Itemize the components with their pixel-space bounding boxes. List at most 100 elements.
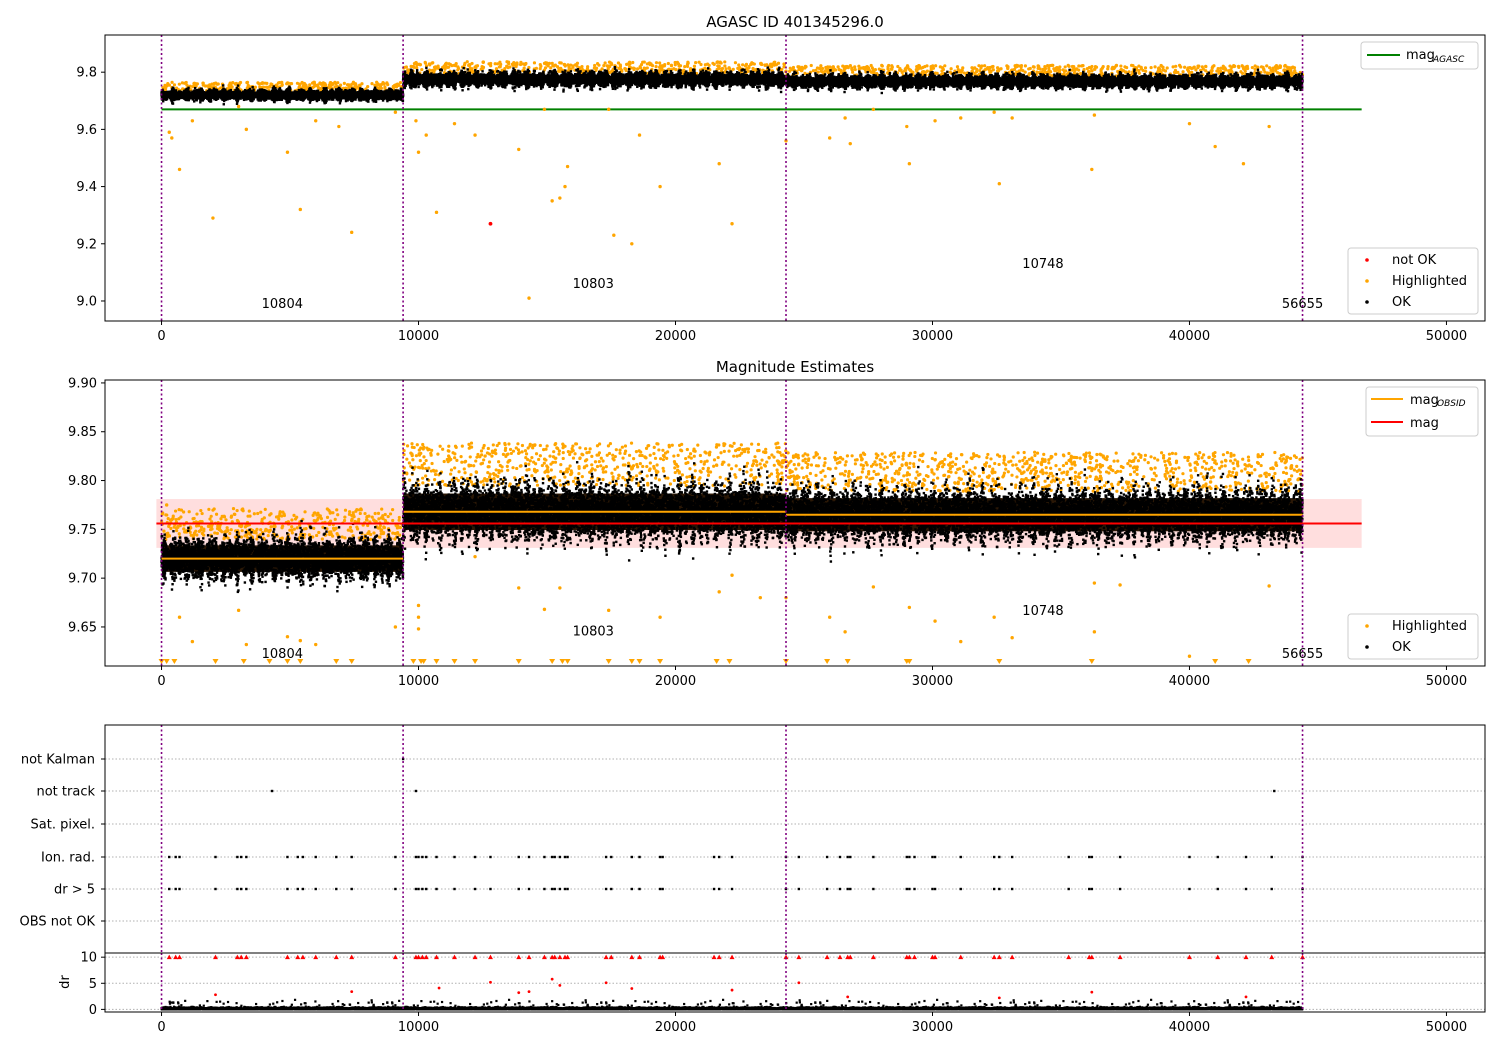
highlighted-point: [234, 82, 237, 85]
highlighted-point: [286, 81, 289, 84]
highlighted-point: [373, 84, 376, 87]
highlighted-point: [991, 65, 994, 68]
highlighted-point: [431, 61, 434, 64]
highlighted-point: [507, 61, 510, 64]
highlighted-point: [713, 63, 716, 66]
highlighted-point: [670, 64, 673, 67]
highlighted-point: [810, 64, 813, 67]
highlighted-point: [297, 86, 300, 89]
highlighted-point: [1210, 71, 1213, 74]
highlighted-point: [880, 64, 883, 67]
highlighted-point: [1100, 68, 1103, 71]
highlighted-point: [996, 66, 999, 69]
highlighted-point: [432, 70, 435, 73]
highlighted-point: [846, 65, 849, 68]
highlighted-point: [355, 85, 358, 88]
ok-point: [251, 86, 253, 88]
highlighted-point: [769, 63, 772, 66]
highlighted-point: [658, 61, 661, 64]
highlighted-point: [850, 68, 853, 71]
highlighted-point: [347, 86, 350, 89]
highlighted-point: [419, 63, 422, 66]
highlighted-point: [1256, 66, 1259, 69]
ok-point: [237, 84, 239, 86]
highlighted-point: [595, 67, 598, 70]
highlighted-point: [929, 65, 932, 68]
highlighted-point: [527, 66, 530, 69]
highlighted-point: [1047, 69, 1050, 72]
highlighted-point: [1229, 69, 1232, 72]
highlighted-point: [1090, 65, 1093, 68]
highlighted-point: [1021, 69, 1024, 72]
highlighted-point: [747, 67, 750, 70]
highlighted-point: [370, 82, 373, 85]
highlighted-point: [313, 82, 316, 85]
highlighted-point: [803, 66, 806, 69]
highlighted-point: [961, 66, 964, 69]
highlighted-point: [728, 67, 731, 70]
highlighted-point: [1224, 68, 1227, 71]
highlighted-point: [655, 65, 658, 68]
highlighted-point: [1115, 64, 1118, 67]
highlighted-point: [1077, 69, 1080, 72]
highlighted-point: [1125, 66, 1128, 69]
highlighted-point: [992, 68, 995, 71]
highlighted-point: [826, 67, 829, 70]
highlighted-point: [254, 86, 257, 89]
highlighted-point: [1239, 70, 1242, 73]
highlighted-point: [523, 67, 526, 70]
highlighted-point: [1043, 69, 1046, 72]
highlighted-point: [1087, 70, 1090, 73]
highlighted-point: [749, 63, 752, 66]
highlighted-point: [977, 64, 980, 67]
panel-agasc-magnitude: AGASC ID 401345296.010804108031074856655…: [76, 13, 1485, 344]
highlighted-point: [1067, 65, 1070, 68]
highlighted-point: [934, 72, 937, 75]
highlighted-point: [950, 67, 953, 70]
highlighted-point: [686, 65, 689, 68]
highlighted-point: [1029, 67, 1032, 70]
highlighted-point: [533, 61, 536, 64]
highlighted-point: [887, 64, 890, 67]
highlighted-point: [934, 64, 937, 67]
highlighted-point: [496, 62, 499, 65]
highlighted-point: [290, 82, 293, 85]
highlighted-point: [898, 67, 901, 70]
highlighted-point: [343, 82, 346, 85]
highlighted-point: [329, 81, 332, 84]
ok-point: [223, 103, 225, 105]
highlighted-point: [747, 70, 750, 73]
highlighted-point: [245, 81, 248, 84]
highlighted-point: [792, 66, 795, 69]
highlighted-point: [821, 70, 824, 73]
highlighted-point: [586, 65, 589, 68]
highlighted-point: [266, 86, 269, 89]
highlighted-point: [674, 68, 677, 71]
highlighted-point: [800, 69, 803, 72]
highlighted-point: [178, 83, 181, 86]
highlighted-point: [606, 64, 609, 67]
highlighted-point: [1233, 65, 1236, 68]
highlighted-point: [1173, 71, 1176, 74]
highlighted-point: [1137, 69, 1140, 72]
highlighted-point: [468, 64, 471, 67]
highlighted-point: [832, 67, 835, 70]
highlighted-point: [262, 86, 265, 89]
highlighted-point: [193, 83, 196, 86]
highlighted-point: [334, 82, 337, 85]
highlighted-point: [298, 82, 301, 85]
highlighted-point: [323, 82, 326, 85]
highlighted-point: [689, 67, 692, 70]
highlighted-point: [860, 66, 863, 69]
highlighted-point: [949, 71, 952, 74]
highlighted-point: [397, 84, 400, 87]
highlighted-point: [1237, 65, 1240, 68]
highlighted-point: [939, 65, 942, 68]
highlighted-point: [539, 63, 542, 66]
highlighted-point: [1293, 66, 1296, 69]
highlighted-point: [872, 70, 875, 73]
highlighted-point: [1018, 69, 1021, 72]
highlighted-point: [1131, 64, 1134, 67]
highlighted-point: [1046, 64, 1049, 67]
highlighted-point: [339, 84, 342, 87]
